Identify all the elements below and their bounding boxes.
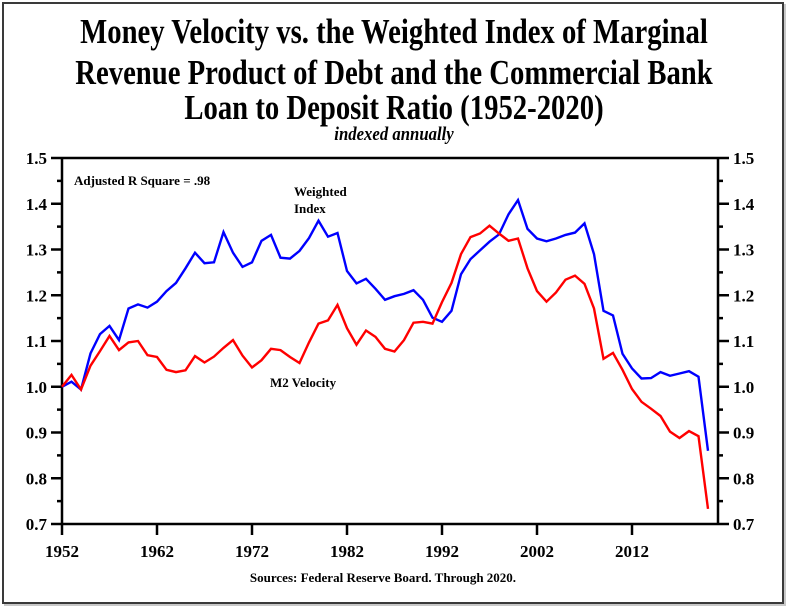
- m2-velocity-label: M2 Velocity: [270, 375, 337, 390]
- right-y-tick-label: 1.0: [733, 378, 754, 397]
- left-y-tick-label: 1.4: [26, 195, 48, 214]
- chart-title-line-2: Revenue Product of Debt and the Commerci…: [75, 53, 713, 92]
- left-y-tick-label: 1.1: [26, 332, 47, 351]
- weighted-index-label-line-2: Index: [294, 201, 326, 216]
- right-y-tick-label: 0.9: [733, 424, 754, 443]
- right-y-tick-label: 1.5: [733, 149, 754, 168]
- chart-title-line-1: Money Velocity vs. the Weighted Index of…: [80, 12, 708, 51]
- right-y-tick-label: 1.2: [733, 286, 754, 305]
- left-y-tick-label: 1.5: [26, 149, 47, 168]
- left-y-tick-label: 1.2: [26, 286, 47, 305]
- x-tick-label: 1962: [140, 542, 174, 561]
- r-square-annotation: Adjusted R Square = .98: [74, 173, 211, 188]
- right-y-tick-label: 1.1: [733, 332, 754, 351]
- m2-velocity-line: [61, 224, 710, 510]
- right-y-tick-label: 1.3: [733, 241, 754, 260]
- chart-title-line-3: Loan to Deposit Ratio (1952-2020): [184, 88, 604, 127]
- left-y-tick-label: 1.3: [26, 241, 47, 260]
- right-y-tick-label: 1.4: [733, 195, 755, 214]
- x-tick-label: 1982: [330, 542, 364, 561]
- left-y-tick-label: 1.0: [26, 378, 47, 397]
- x-tick-label: 2012: [615, 542, 649, 561]
- series-group: [61, 197, 710, 510]
- left-y-tick-label: 0.7: [26, 515, 48, 534]
- left-y-tick-label: 0.8: [26, 469, 47, 488]
- source-note: Sources: Federal Reserve Board. Through …: [250, 570, 516, 585]
- weighted-index-line: [61, 197, 710, 451]
- chart-subtitle: indexed annually: [334, 124, 454, 145]
- ticks: 0.7 0.7 0.8 0.8 0.9 0.9 1.0 1.0 1.1 1.1 1.2 1.2 1.3 1…: [26, 149, 755, 561]
- x-tick-label: 1952: [45, 542, 79, 561]
- right-y-tick-label: 0.8: [733, 469, 754, 488]
- x-tick-label: 1972: [235, 542, 269, 561]
- x-tick-label: 1992: [425, 542, 459, 561]
- left-y-tick-label: 0.9: [26, 424, 47, 443]
- weighted-index-label-line-1: Weighted: [294, 184, 347, 199]
- right-y-tick-label: 0.7: [733, 515, 755, 534]
- x-tick-label: 2002: [520, 542, 554, 561]
